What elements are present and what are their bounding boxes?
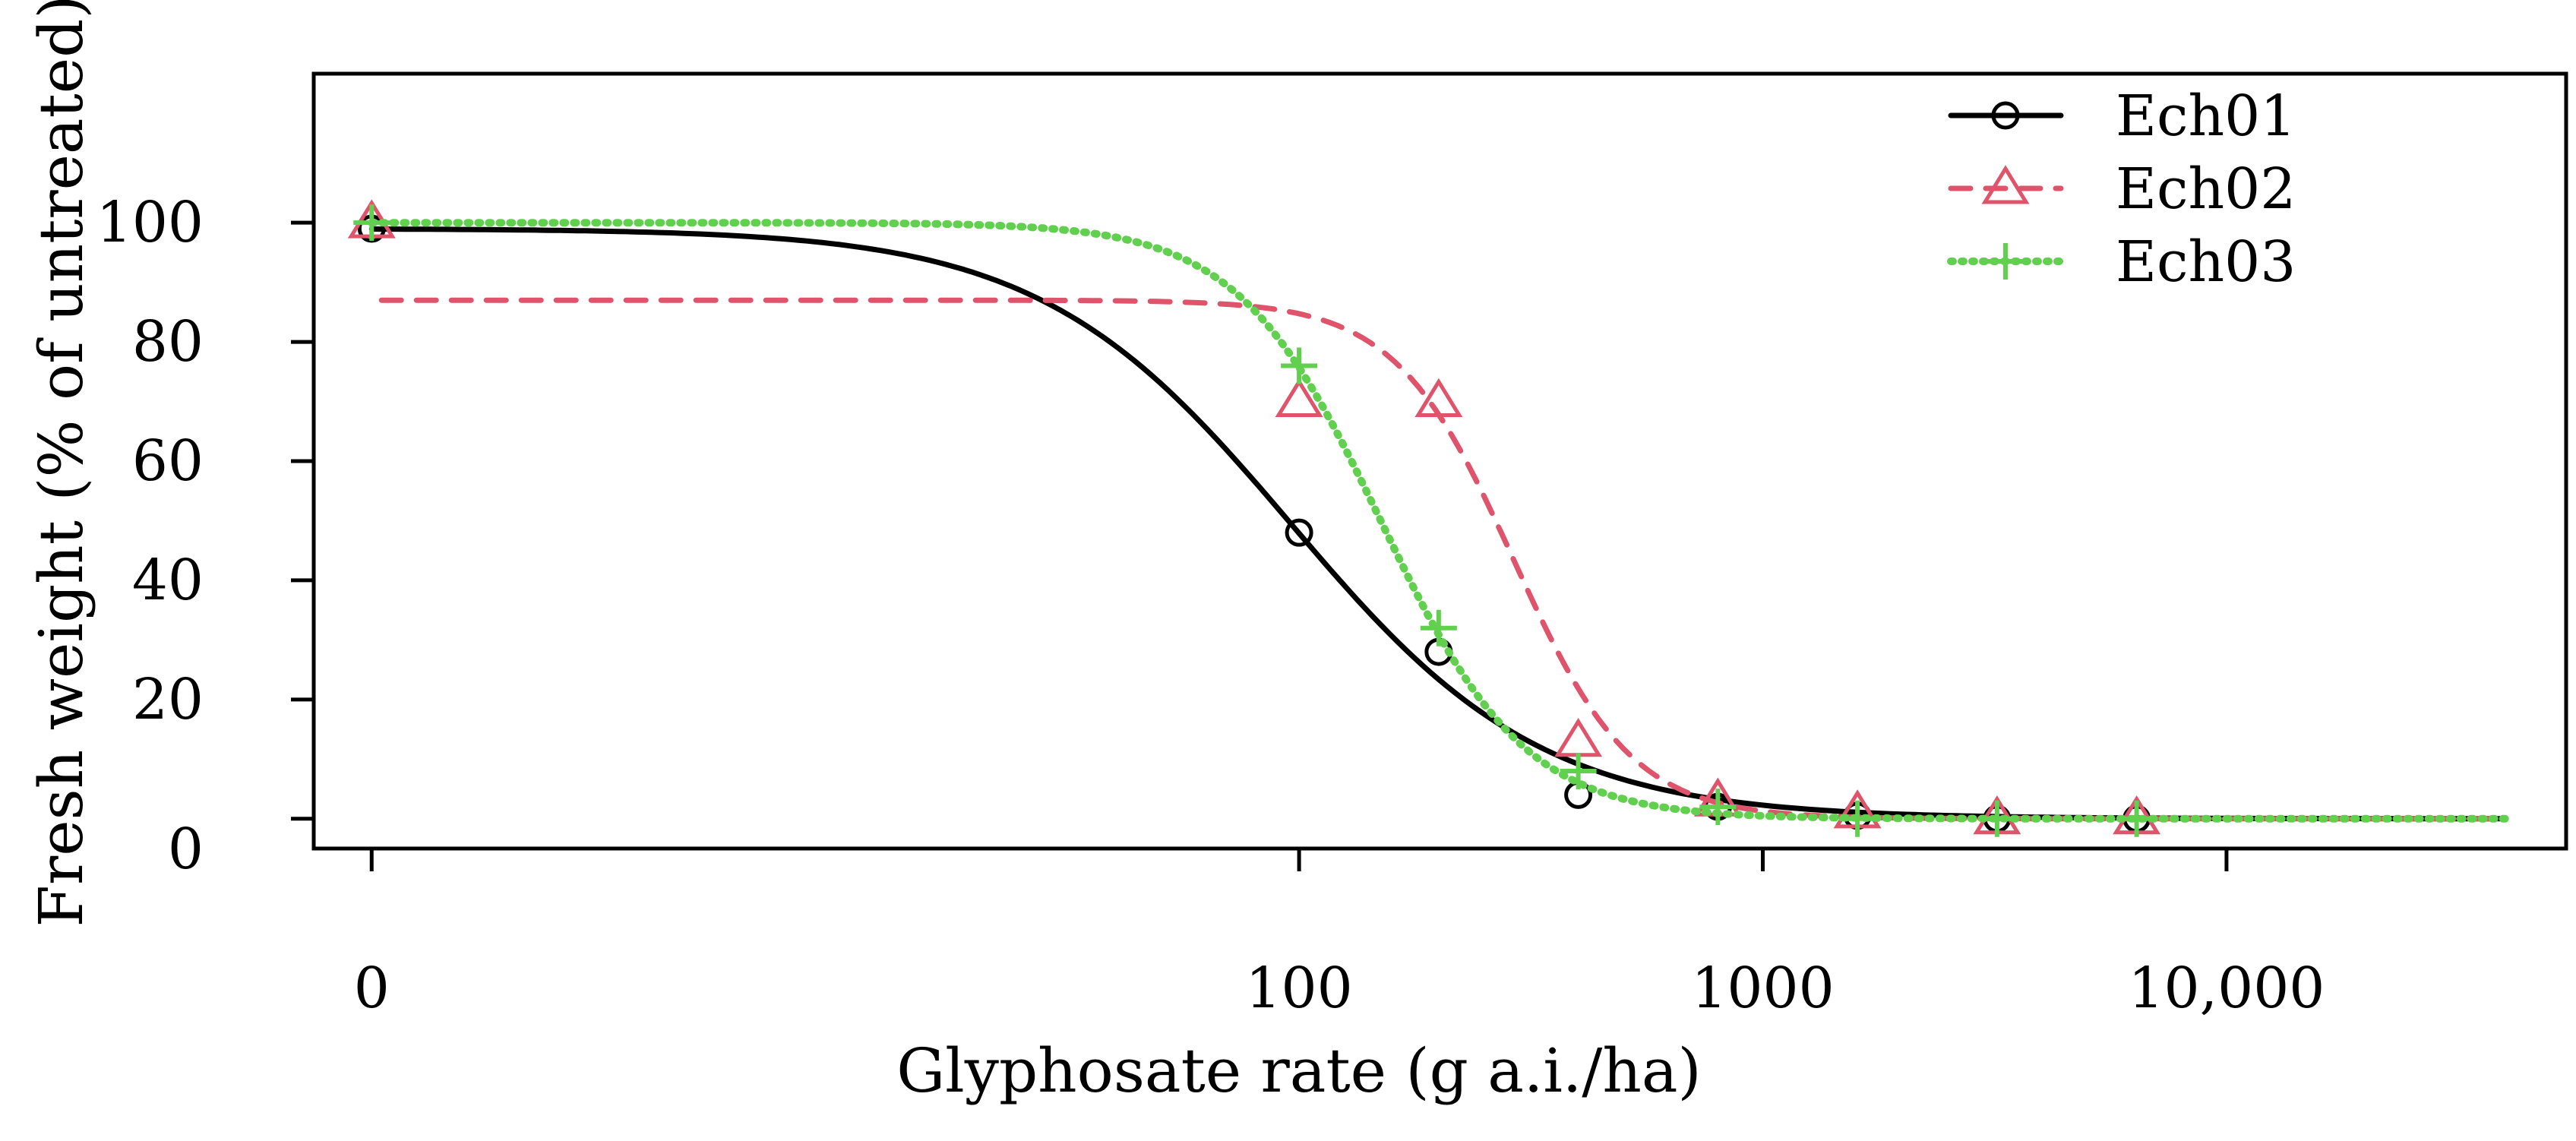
x-tick-label: 100 [1245,956,1352,1021]
legend-marker-ech01 [1991,101,2020,130]
y-tick-label: 100 [96,190,204,255]
data-point-ech02 [1554,717,1603,757]
fit-line-ech02 [378,297,2508,822]
y-tick-label: 80 [132,309,204,375]
legend: Ech01 Ech02 Ech03 [1947,84,2296,295]
x-tick-label: 0 [354,956,390,1021]
y-axis-label: Fresh weight (% of untreated) [26,0,96,928]
series-ech03 [353,204,2510,837]
x-axis-label: Glyphosate rate (g a.i./ha) [896,1035,1702,1106]
legend-label-ech01: Ech01 [2116,84,2296,149]
x-tick-label: 10,000 [2128,956,2325,1021]
data-point-ech01 [1285,518,1313,547]
series-ech02 [347,199,2508,835]
y-axis: 0 20 40 60 80 100 [96,190,314,882]
data-point-ech03 [1281,347,1318,384]
fit-line-ech01 [368,226,2508,822]
data-point-ech03 [1420,609,1457,646]
series-ech01 [357,214,2508,833]
data-point-ech02 [1414,378,1463,418]
y-tick-label: 20 [132,667,204,732]
series-layer [347,199,2510,837]
legend-label-ech02: Ech02 [2116,156,2296,222]
y-tick-label: 60 [132,428,204,494]
data-point-ech03 [353,204,390,242]
data-point-ech03 [1978,800,2015,837]
legend-label-ech03: Ech03 [2116,229,2296,295]
x-axis: 0 100 1000 10,000 [354,849,2325,1021]
data-point-ech03 [1560,753,1597,789]
data-point-ech03 [1699,789,1737,826]
y-tick-label: 0 [168,817,204,882]
data-point-ech02 [1275,378,1323,418]
data-point-ech03 [2118,800,2155,837]
fit-line-ech03 [368,219,2510,823]
legend-marker-ech03 [1987,243,2024,280]
x-tick-label: 1000 [1691,956,1834,1021]
data-point-ech03 [1839,800,1876,837]
y-tick-label: 40 [132,548,204,613]
legend-marker-ech02 [1981,165,2030,204]
